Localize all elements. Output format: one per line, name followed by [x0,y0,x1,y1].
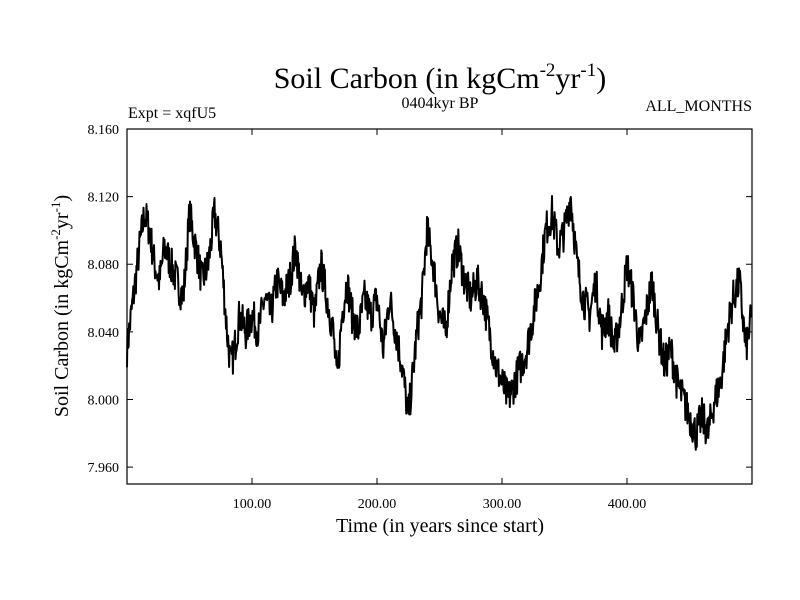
y-tick-label: 7.960 [88,461,120,476]
y-tick-label: 8.160 [88,123,120,138]
y-tick-label: 8.080 [88,258,120,273]
experiment-label: Expt = xqfU5 [128,105,216,122]
plot-frame [126,128,753,485]
y-axis: 7.960 8.000 8.040 8.080 8.120 8.160 [88,123,752,476]
period-label: 0404kyr BP [402,95,479,112]
x-axis: 100.00 200.00 300.00 400.00 [233,129,647,512]
x-tick-label: 200.00 [358,497,397,512]
months-label: ALL_MONTHS [645,98,752,115]
y-tick-label: 8.000 [88,393,120,408]
x-axis-label: Time (in years since start) [336,515,544,537]
x-tick-label: 100.00 [233,497,272,512]
x-tick-label: 300.00 [483,497,522,512]
x-tick-label: 400.00 [608,497,647,512]
y-axis-label: Soil Carbon (in kgCm-2yr-1) [48,195,73,417]
y-tick-label: 8.120 [88,191,120,206]
chart-title: Soil Carbon (in kgCm-2yr-1) [274,60,607,95]
soil-carbon-series-line [126,195,753,451]
y-tick-label: 8.040 [88,326,120,341]
